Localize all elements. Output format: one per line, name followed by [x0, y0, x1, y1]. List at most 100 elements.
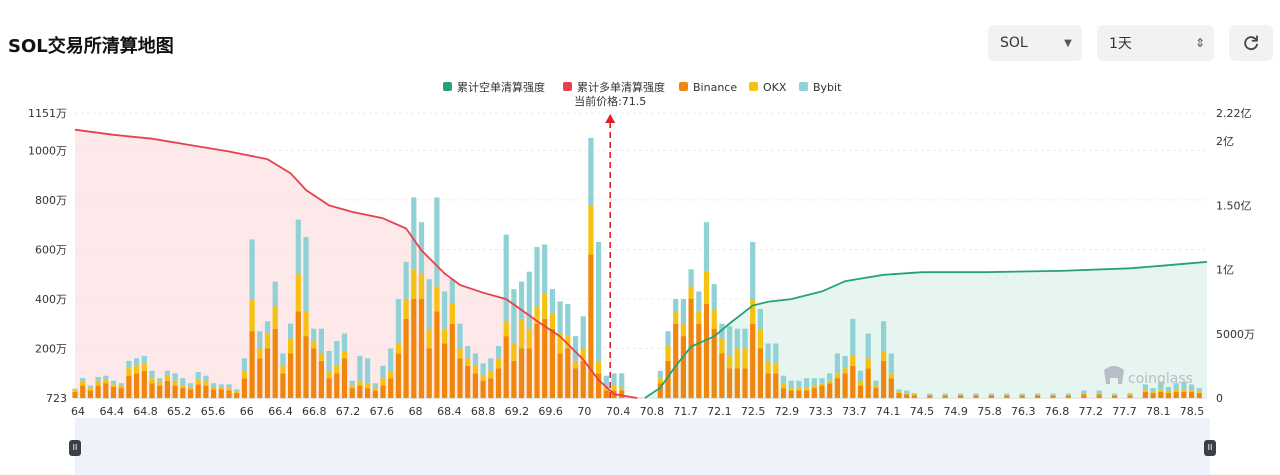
bybit-bar: [942, 393, 948, 395]
binance-bar: [549, 328, 555, 398]
bybit-bar: [1189, 384, 1195, 390]
bybit-bar: [665, 331, 671, 347]
legend-label: 累计多单清算强度: [577, 80, 665, 94]
okx-bar: [87, 388, 93, 391]
binance-bar: [942, 395, 948, 398]
bybit-bar: [750, 242, 756, 299]
y-left-tick-label: 1000万: [28, 144, 67, 157]
okx-bar: [1004, 394, 1010, 396]
x-tick-label: 74.1: [876, 405, 901, 415]
binance-bar: [418, 299, 425, 399]
current-price-arrow: [605, 114, 616, 123]
bybit-bar: [264, 321, 271, 334]
okx-bar: [110, 384, 117, 387]
okx-bar: [549, 313, 555, 329]
interval-select-value: 1天: [1109, 36, 1132, 52]
bybit-bar: [842, 355, 848, 369]
binance-bar: [426, 348, 432, 398]
bybit-bar: [719, 323, 725, 339]
okx-bar: [480, 375, 486, 381]
bybit-bar: [557, 301, 563, 334]
legend-label: Binance: [693, 81, 737, 94]
okx-bar: [180, 385, 186, 389]
okx-bar: [257, 348, 263, 359]
y-left-tick-label: 400万: [35, 293, 67, 306]
binance-bar: [326, 378, 332, 398]
okx-bar: [1165, 391, 1172, 393]
okx-bar: [750, 299, 756, 324]
y-left-tick-label: 800万: [35, 194, 67, 207]
binance-bar: [472, 373, 478, 399]
okx-bar: [973, 394, 979, 396]
binance-bar: [1181, 391, 1187, 398]
binance-bar: [149, 383, 155, 399]
binance-bar: [804, 390, 810, 398]
bybit-bar: [195, 372, 201, 380]
bybit-bar: [388, 348, 394, 371]
page-title: SOL交易所清算地图: [8, 36, 174, 57]
y-left-tick-label: 600万: [35, 243, 67, 256]
binance-bar: [688, 299, 694, 399]
okx-bar: [804, 388, 810, 391]
legend-swatch: [749, 82, 758, 91]
okx-bar: [264, 333, 271, 349]
range-slider-left-handle[interactable]: II: [69, 440, 81, 456]
bybit-bar: [80, 378, 86, 382]
okx-bar: [318, 353, 324, 361]
binance-bar: [187, 389, 194, 399]
long-cumulative-line: [74, 128, 638, 399]
x-tick-label: 77.7: [1112, 405, 1137, 415]
symbol-select-value: SOL: [1000, 35, 1028, 51]
y-right-tick-label: 5000万: [1216, 328, 1255, 341]
okx-bar: [773, 363, 779, 374]
binance-bar: [665, 360, 671, 398]
bybit-bar: [611, 373, 617, 386]
symbol-select[interactable]: SOL ▼: [988, 25, 1082, 61]
binance-bar: [118, 388, 124, 398]
okx-bar: [526, 328, 532, 349]
binance-bar: [827, 383, 833, 399]
okx-bar: [311, 341, 317, 349]
okx-bar: [1050, 394, 1056, 396]
bybit-bar: [203, 375, 209, 381]
range-slider-right-handle[interactable]: II: [1204, 440, 1216, 456]
binance-bar: [680, 336, 686, 398]
binance-bar: [927, 395, 933, 398]
bybit-bar: [511, 289, 517, 344]
bybit-bar: [819, 378, 825, 384]
bybit-bar: [696, 291, 702, 312]
bybit-bar: [365, 358, 371, 384]
binance-bar: [834, 378, 840, 398]
range-slider[interactable]: [75, 418, 1210, 475]
bybit-bar: [1158, 381, 1164, 390]
bybit-bar: [834, 353, 840, 374]
binance-bar: [180, 388, 186, 398]
okx-bar: [1181, 389, 1187, 392]
okx-bar: [1158, 389, 1164, 392]
bybit-bar: [418, 222, 425, 275]
x-tick-label: 67.2: [336, 405, 361, 415]
bybit-bar: [657, 370, 663, 379]
chevron-down-icon: ▼: [1064, 37, 1072, 49]
x-tick-label: 66.8: [302, 405, 327, 415]
x-tick-label: 70.8: [640, 405, 665, 415]
bybit-bar: [411, 197, 417, 270]
binance-bar: [988, 395, 994, 398]
binance-bar: [788, 390, 794, 398]
interval-select[interactable]: 1天 ⇕: [1097, 25, 1214, 61]
refresh-button[interactable]: [1229, 25, 1273, 61]
bybit-bar: [542, 244, 548, 294]
okx-bar: [857, 380, 864, 386]
okx-bar: [665, 346, 671, 361]
x-tick-label: 73.7: [842, 405, 867, 415]
binance-bar: [280, 373, 286, 399]
binance-bar: [449, 323, 455, 398]
bybit-bar: [457, 323, 463, 349]
bybit-bar: [742, 328, 748, 349]
bybit-bar: [465, 346, 471, 359]
bybit-bar: [688, 269, 694, 287]
binance-bar: [203, 385, 209, 398]
binance-bar: [857, 385, 864, 398]
okx-bar: [1035, 394, 1041, 396]
binance-bar: [958, 395, 964, 398]
